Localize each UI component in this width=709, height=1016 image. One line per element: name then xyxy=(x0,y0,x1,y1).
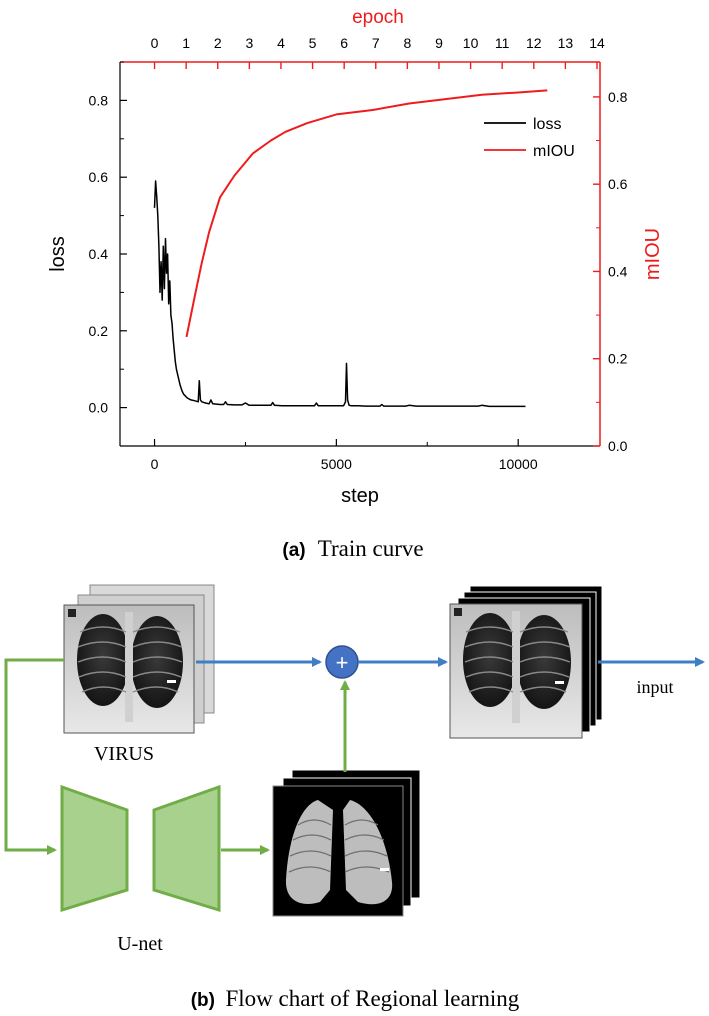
top-tick-label: 3 xyxy=(245,35,253,51)
virus-xray-stack xyxy=(63,584,215,734)
top-tick-label: 2 xyxy=(214,35,222,51)
unet-block xyxy=(60,784,221,913)
legend-loss-label: loss xyxy=(533,116,561,133)
top-tick-label: 0 xyxy=(151,35,159,51)
top-tick-label: 1 xyxy=(182,35,190,51)
top-tick-label: 6 xyxy=(340,35,348,51)
plus-icon: + xyxy=(336,650,349,675)
tick-marks xyxy=(120,61,600,447)
input-label: input xyxy=(636,677,673,697)
caption-b: (b) Flow chart of Regional learning xyxy=(191,986,520,1011)
regional-learning-flowchart: VIRUS + xyxy=(4,584,705,955)
loss-series xyxy=(153,180,526,408)
x-tick-label: 10000 xyxy=(499,456,538,472)
y-left-tick-label: 0.6 xyxy=(89,169,109,185)
unet-decoder xyxy=(152,784,221,913)
y-left-tick-label: 0.0 xyxy=(89,400,109,416)
caption-a: (a) Train curve xyxy=(282,536,423,561)
arrow-virus-to-unet xyxy=(4,658,64,855)
train-curve-chart: 0 5000 10000 0.0 0.2 0.4 0.6 0.8 0.0 0.2 0.4 0.6 0.8… xyxy=(47,7,664,507)
miou-line xyxy=(185,89,548,338)
legend-miou-label: mIOU xyxy=(533,143,575,160)
unet-label: U-net xyxy=(117,933,163,955)
y-left-tick-label: 0.8 xyxy=(89,92,109,108)
sum-node: + xyxy=(325,645,359,679)
top-tick-label: 14 xyxy=(589,35,605,51)
miou-series xyxy=(185,89,548,338)
top-tick-label: 11 xyxy=(495,35,510,51)
top-tick-label: 7 xyxy=(372,35,380,51)
virus-xray-image xyxy=(63,604,195,734)
tick-labels: 0 5000 10000 0.0 0.2 0.4 0.6 0.8 0.0 0.2 0.4 0.6 0.8… xyxy=(89,35,628,472)
x-tick-label: 5000 xyxy=(321,456,352,472)
top-tick-label: 10 xyxy=(463,35,479,51)
y-right-tick-label: 0.6 xyxy=(608,176,628,192)
top-tick-label: 12 xyxy=(526,35,542,51)
output-xray-image xyxy=(449,603,583,739)
loss-line xyxy=(153,180,526,408)
unet-encoder xyxy=(60,784,129,913)
y-right-tick-label: 0.2 xyxy=(608,351,628,367)
left-axis-title: loss xyxy=(47,236,69,272)
y-right-tick-label: 0.0 xyxy=(608,438,628,454)
right-axis-title: mIOU xyxy=(642,228,664,280)
y-left-tick-label: 0.2 xyxy=(89,323,109,339)
lung-mask-stack xyxy=(272,769,421,917)
top-axis-title: epoch xyxy=(352,7,404,28)
x-axis-title: step xyxy=(341,485,379,507)
caption-a-text: Train curve xyxy=(318,536,424,561)
top-tick-label: 13 xyxy=(558,35,574,51)
output-xray-stack xyxy=(449,585,603,739)
top-tick-label: 5 xyxy=(309,35,317,51)
y-left-tick-label: 0.4 xyxy=(89,246,109,262)
legend: loss mIOU xyxy=(484,116,575,160)
caption-b-letter: (b) xyxy=(191,990,215,1011)
top-tick-label: 4 xyxy=(277,35,285,51)
x-tick-label: 0 xyxy=(151,456,159,472)
caption-b-text: Flow chart of Regional learning xyxy=(225,986,519,1011)
lung-mask-image xyxy=(272,785,404,917)
virus-label: VIRUS xyxy=(94,743,154,765)
top-tick-label: 8 xyxy=(403,35,411,51)
y-right-tick-label: 0.4 xyxy=(608,263,628,279)
caption-a-letter: (a) xyxy=(282,540,305,561)
top-tick-label: 9 xyxy=(435,35,443,51)
y-right-tick-label: 0.8 xyxy=(608,89,628,105)
